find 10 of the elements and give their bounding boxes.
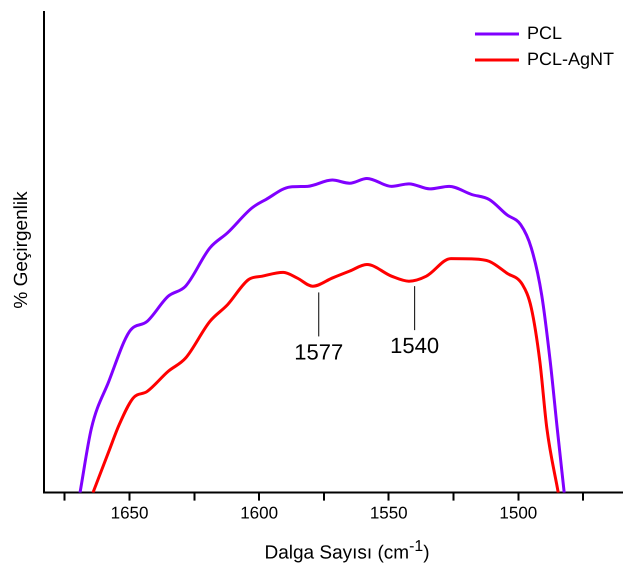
- x-axis-title: Dalga Sayısı (cm$^{-1}$): [263, 538, 431, 564]
- x-tick-label: 1600: [240, 503, 278, 522]
- x-tick-label: 1500: [499, 503, 538, 522]
- annotation: 1540: [390, 333, 440, 358]
- legend-label: PCL: [526, 22, 562, 43]
- x-tick-label: 1550: [370, 503, 408, 522]
- y-axis-title: % Geçirgenlik: [11, 191, 33, 309]
- x-tick-label: 1650: [110, 503, 148, 522]
- legend-label: PCL-AgNT: [526, 48, 614, 69]
- annotation: 1577: [294, 339, 344, 364]
